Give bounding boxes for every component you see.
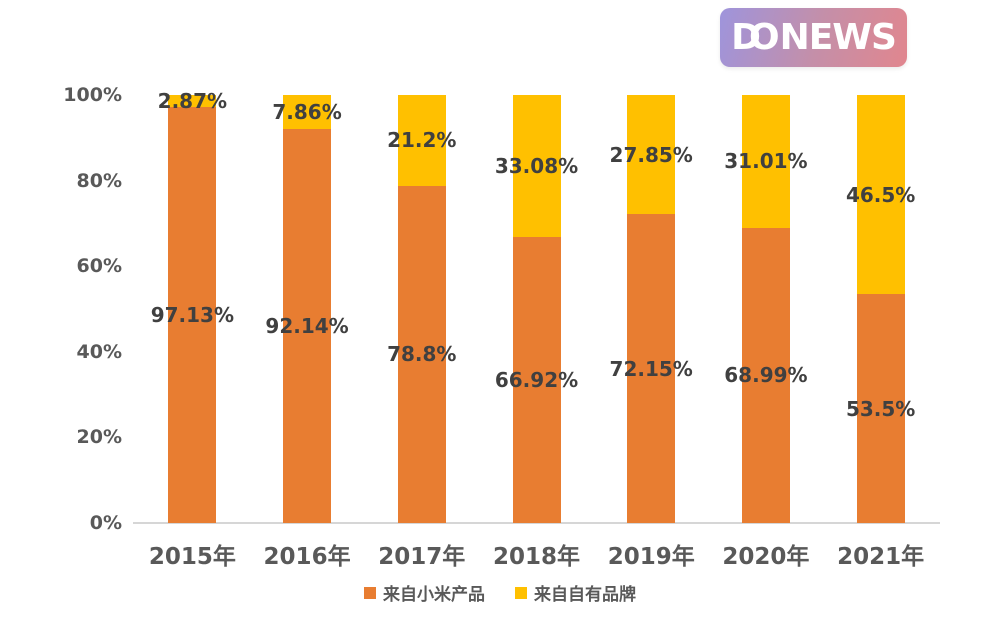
data-label-2021-own-brand: 46.5% xyxy=(845,182,916,207)
data-label-2021-xiaomi-products: 53.5% xyxy=(845,396,916,421)
data-label-2016-xiaomi-products: 92.14% xyxy=(265,313,349,338)
legend-item-xiaomi-products: 来自小米产品 xyxy=(364,580,485,605)
bar-2015-own-brand-segment xyxy=(168,95,217,108)
data-label-2016-own-brand: 7.86% xyxy=(272,99,342,124)
y-axis-tick-0: 0% xyxy=(89,512,122,534)
legend-label-own-brand: 来自自有品牌 xyxy=(534,585,636,605)
data-label-2019-own-brand: 27.85% xyxy=(609,142,693,167)
y-axis-tick-60: 60% xyxy=(76,255,122,278)
x-label-2018: 2018年 xyxy=(492,544,581,570)
bar-2019-own-brand-segment xyxy=(627,95,676,215)
x-label-2021: 2021年 xyxy=(837,544,925,570)
data-label-2015-own-brand: 2.87% xyxy=(157,89,228,114)
x-label-2017: 2017年 xyxy=(378,544,466,570)
logo-letter-d: D xyxy=(731,17,761,58)
x-label-2019: 2019年 xyxy=(607,544,695,570)
legend: 来自小米产品 来自自有品牌 xyxy=(0,580,1000,605)
data-label-2020-own-brand: 31.01% xyxy=(724,149,808,174)
bar-2020-own-brand-segment xyxy=(741,95,790,228)
bar-2016-xiaomi-products-segment xyxy=(283,128,332,523)
bar-2020-xiaomi-products-segment xyxy=(741,227,790,523)
data-label-2020-xiaomi-products: 68.99% xyxy=(724,363,808,388)
data-label-2018-xiaomi-products: 66.92% xyxy=(494,367,579,392)
bar-2019-xiaomi-products-segment xyxy=(627,214,676,523)
x-label-2015: 2015年 xyxy=(148,544,236,570)
legend-swatch-xiaomi-products xyxy=(364,586,376,599)
data-label-2017-xiaomi-products: 78.8% xyxy=(387,342,457,367)
bar-2016-own-brand-segment xyxy=(283,95,332,129)
bar-2018-own-brand-segment xyxy=(512,95,561,237)
x-label-2020: 2020年 xyxy=(722,544,810,570)
bar-2017-own-brand-segment xyxy=(397,95,446,186)
logo-letter-o: O xyxy=(748,17,780,58)
data-label-2017-own-brand: 21.2% xyxy=(387,128,457,153)
legend-item-own-brand: 来自自有品牌 xyxy=(515,580,636,605)
y-axis-tick-40: 40% xyxy=(76,340,122,363)
donews-logo: D O NEWS xyxy=(720,8,907,67)
y-axis-tick-20: 20% xyxy=(76,426,122,449)
legend-label-xiaomi-products: 来自小米产品 xyxy=(383,585,485,605)
bar-2021-xiaomi-products-segment xyxy=(856,294,905,523)
logo-text-news: NEWS xyxy=(779,17,897,58)
legend-swatch-own-brand xyxy=(515,586,527,599)
x-axis-line xyxy=(133,522,940,524)
y-axis-tick-100: 100% xyxy=(63,84,122,106)
data-label-2018-own-brand: 33.08% xyxy=(494,153,579,178)
x-label-2016: 2016年 xyxy=(263,544,351,570)
data-label-2019-xiaomi-products: 72.15% xyxy=(609,356,693,381)
data-label-2015-xiaomi-products: 97.13% xyxy=(150,303,234,328)
bar-2017-xiaomi-products-segment xyxy=(397,185,446,523)
y-axis-tick-80: 80% xyxy=(76,169,122,192)
bar-2018-xiaomi-products-segment xyxy=(512,236,561,523)
bar-2015-xiaomi-products-segment xyxy=(168,107,217,523)
bar-2021-own-brand-segment xyxy=(856,95,905,295)
